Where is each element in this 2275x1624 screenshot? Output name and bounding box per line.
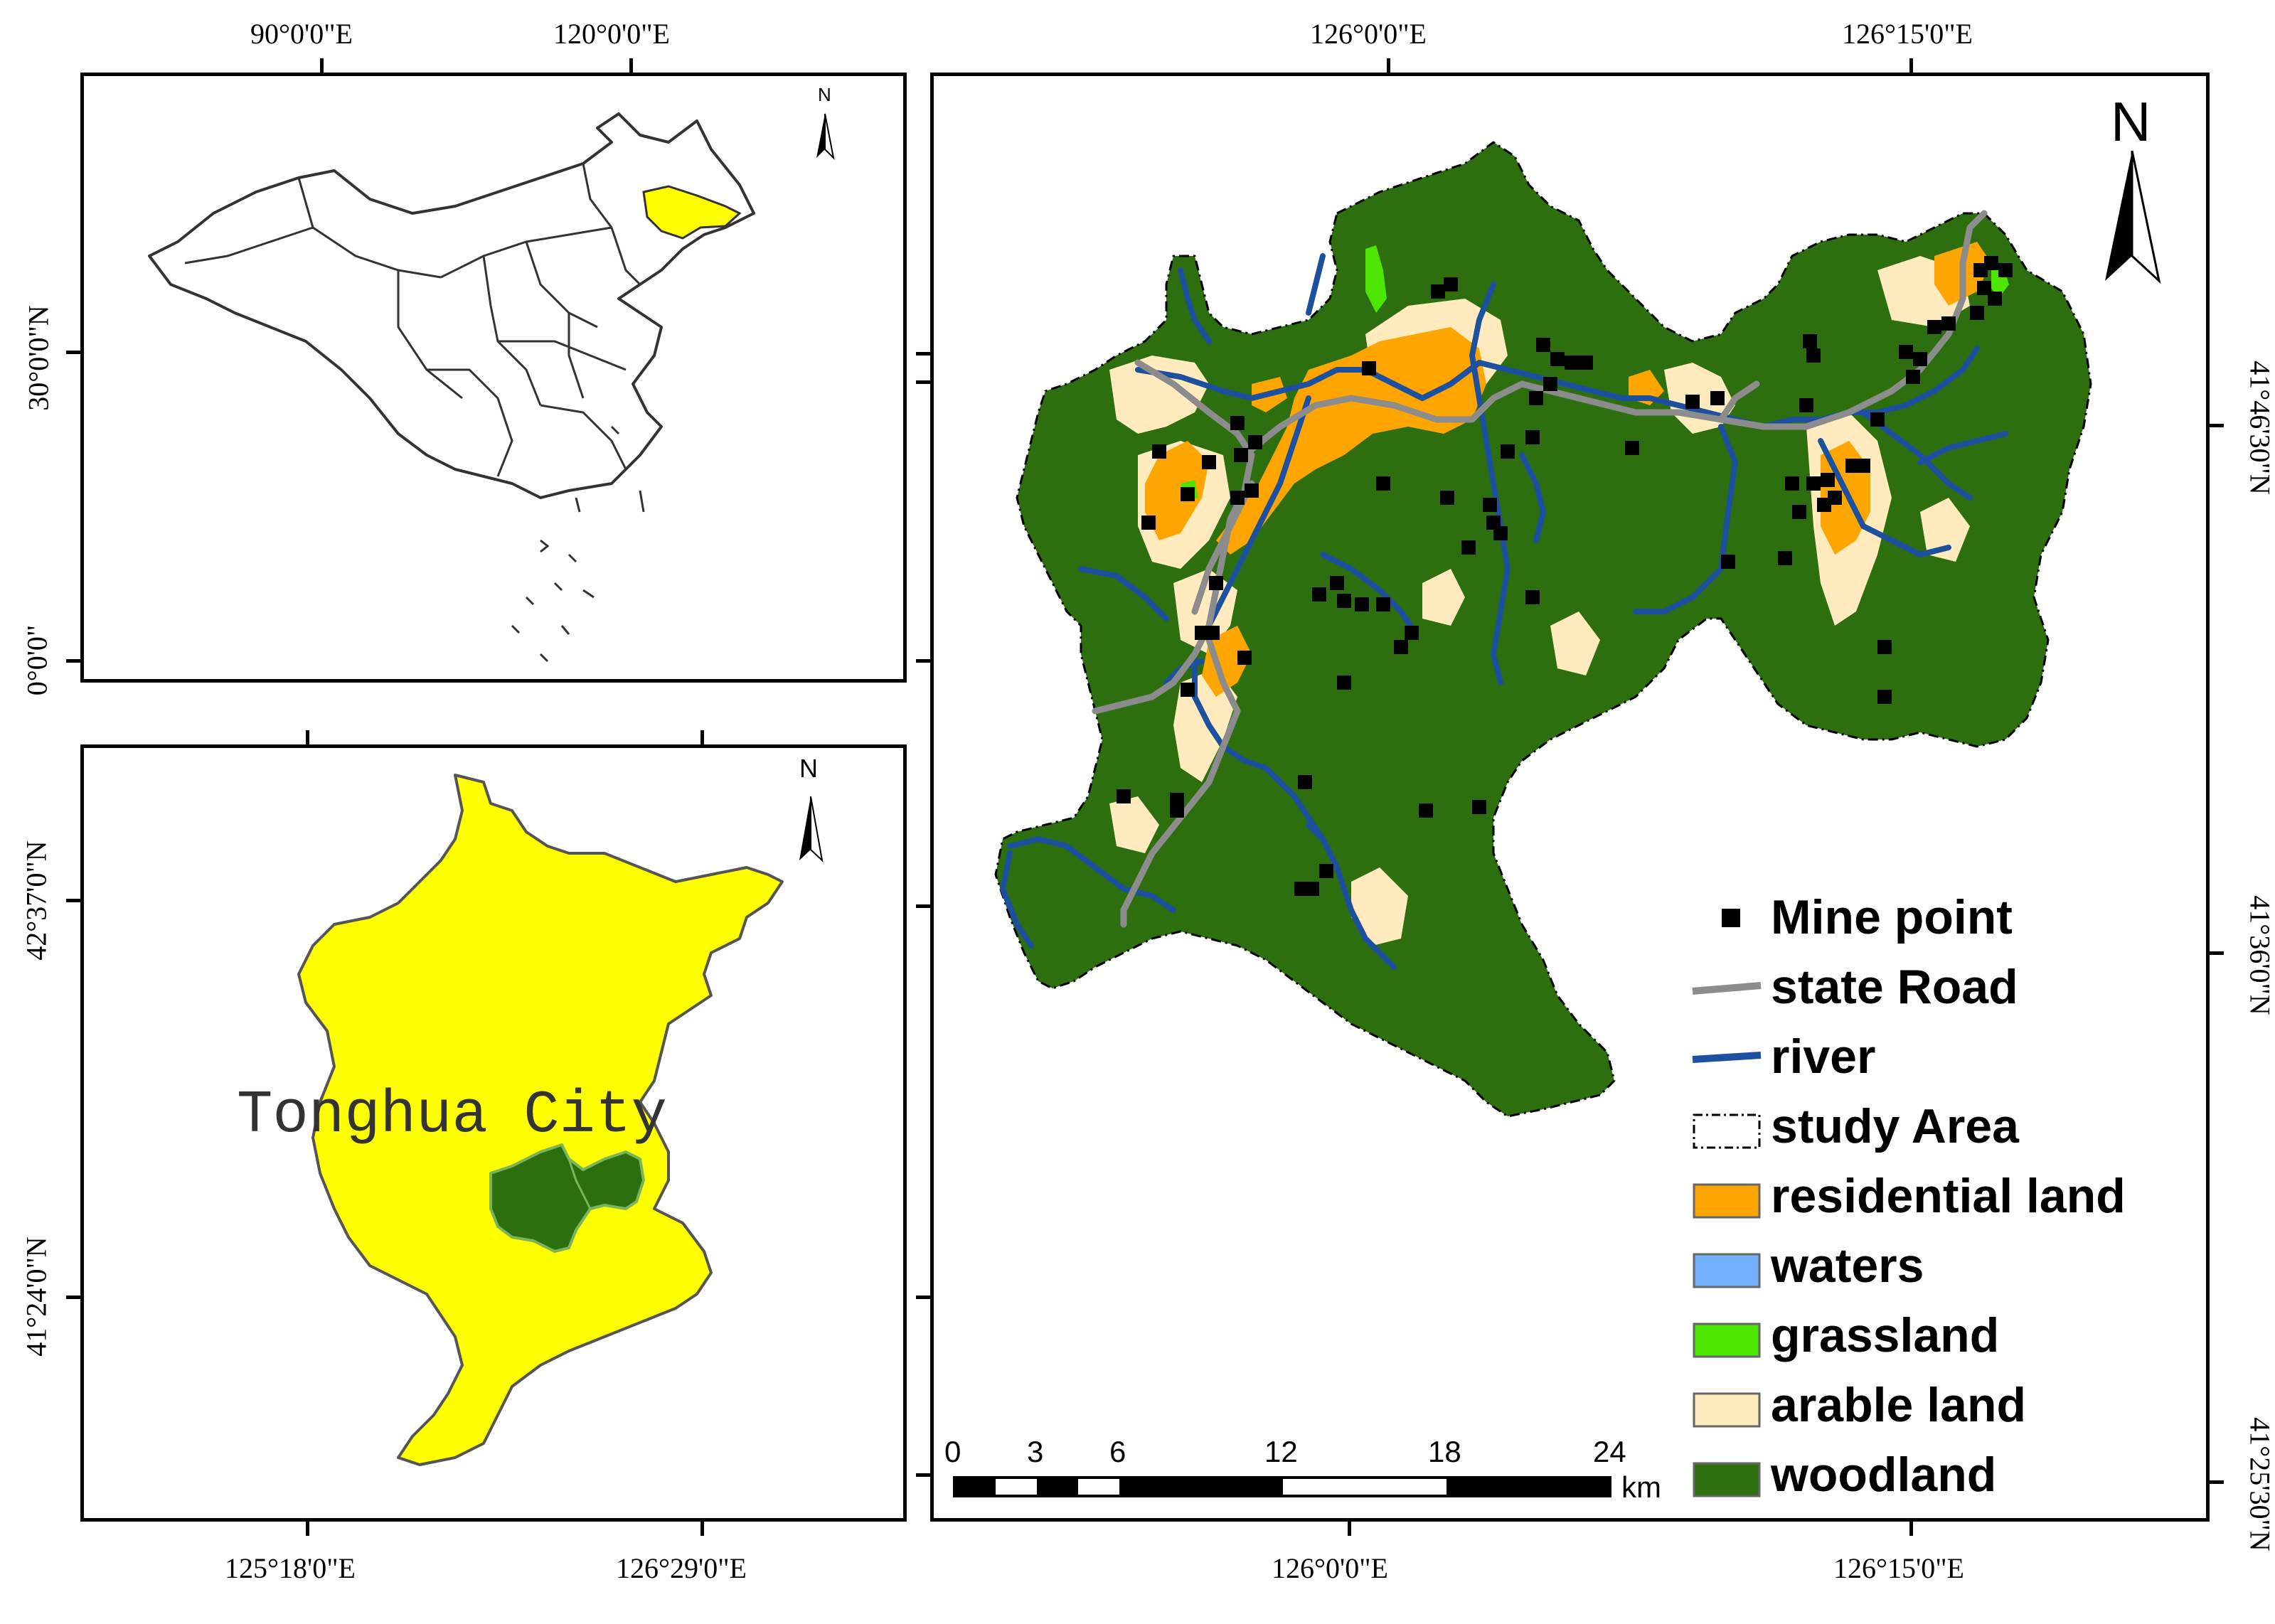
tick [1348, 1520, 1351, 1536]
scale-tick-24: 24 [1593, 1435, 1626, 1468]
tick [66, 351, 82, 354]
city-left-label-2: 41°24'0"N [20, 1236, 53, 1357]
study-right-label-3: 41°25'30"N [2244, 1417, 2275, 1551]
city-bottom-label-1: 125°18'0"E [225, 1552, 356, 1584]
city-north-letter: N [799, 754, 818, 783]
tick [916, 1296, 932, 1299]
scale-tick-0: 0 [944, 1435, 961, 1468]
tick [1387, 58, 1390, 74]
tick [1909, 58, 1913, 74]
tick [916, 1473, 932, 1477]
tick [2208, 424, 2224, 427]
china-map-frame [80, 73, 907, 683]
china-left-label-1: 30°0'0"N [22, 305, 55, 411]
legend: Mine point state Road river study Area r… [1771, 889, 2197, 1502]
study-right-label-2: 41°36'0"N [2244, 895, 2275, 1015]
scale-tick-3: 3 [1027, 1435, 1044, 1468]
legend-item-mine-point: Mine point [1771, 890, 2013, 944]
tick [916, 380, 932, 384]
tick [66, 659, 82, 663]
tick [306, 730, 309, 746]
tick [629, 58, 633, 74]
tick [916, 352, 932, 356]
scale-tick-18: 18 [1428, 1435, 1461, 1468]
legend-item-waters: waters [1771, 1239, 1924, 1293]
city-bottom-label-2: 126°29'0"E [616, 1552, 747, 1584]
legend-item-river: river [1771, 1030, 1876, 1084]
study-bottom-label-1: 126°0'0"E [1272, 1552, 1388, 1584]
study-north-letter: N [2111, 90, 2151, 153]
city-label: Tonghua City [237, 1082, 667, 1150]
scale-unit: km [1621, 1470, 1661, 1504]
study-bottom-label-2: 126°15'0"E [1833, 1552, 1964, 1584]
tick [700, 1520, 704, 1536]
legend-item-grassland: grassland [1771, 1308, 2000, 1362]
tick [320, 58, 324, 74]
tick [1909, 1520, 1913, 1536]
china-north-letter: N [818, 84, 831, 105]
tick [916, 659, 932, 663]
legend-item-study-area: study Area [1771, 1099, 2019, 1153]
tick [700, 730, 704, 746]
tick [66, 1296, 82, 1299]
china-top-label-2: 120°0'0"E [553, 18, 670, 50]
tick [2208, 1480, 2224, 1484]
study-top-label-2: 126°15'0"E [1842, 18, 1973, 50]
tick [66, 899, 82, 902]
legend-item-woodland: woodland [1771, 1448, 1997, 1502]
legend-item-arable-land: arable land [1771, 1378, 2027, 1432]
city-left-label-1: 42°37'0"N [20, 840, 53, 961]
tick [2208, 951, 2224, 955]
scale-tick-6: 6 [1109, 1435, 1126, 1468]
legend-item-residential-land: residential land [1771, 1169, 2126, 1223]
china-top-label-1: 90°0'0"E [250, 18, 353, 50]
china-left-label-2: 0°0'0" [21, 624, 53, 696]
tick [306, 1520, 309, 1536]
scale-tick-12: 12 [1264, 1435, 1298, 1468]
legend-item-state-road: state Road [1771, 960, 2018, 1014]
study-top-label-1: 126°0'0"E [1310, 18, 1427, 50]
study-right-label-1: 41°46'30"N [2244, 360, 2275, 495]
tick [916, 904, 932, 908]
